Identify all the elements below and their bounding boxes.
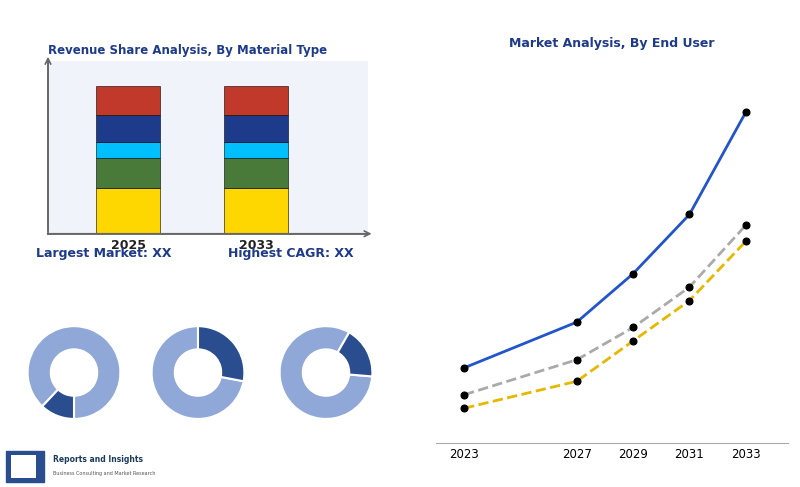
Bar bbox=[96, 115, 160, 142]
Wedge shape bbox=[280, 326, 372, 419]
Wedge shape bbox=[42, 390, 74, 419]
FancyBboxPatch shape bbox=[11, 455, 36, 478]
Title: Market Analysis, By End User: Market Analysis, By End User bbox=[510, 37, 714, 50]
Text: Largest Market: XX: Largest Market: XX bbox=[36, 247, 171, 260]
Text: Business Consulting and Market Research: Business Consulting and Market Research bbox=[54, 471, 156, 476]
Wedge shape bbox=[152, 326, 243, 419]
Bar bbox=[224, 158, 288, 187]
Wedge shape bbox=[28, 326, 120, 419]
Bar bbox=[224, 187, 288, 234]
Text: Reports and Insights: Reports and Insights bbox=[54, 455, 143, 464]
FancyBboxPatch shape bbox=[6, 451, 45, 482]
Text: Highest CAGR: XX: Highest CAGR: XX bbox=[228, 247, 354, 260]
Bar bbox=[96, 142, 160, 158]
Wedge shape bbox=[198, 326, 244, 381]
Bar bbox=[224, 115, 288, 142]
Text: GLOBAL ELECTRONIC THERMAL MANAGEMENT MARKET SEGMENT ANALYSIS: GLOBAL ELECTRONIC THERMAL MANAGEMENT MAR… bbox=[10, 19, 512, 32]
Bar bbox=[96, 187, 160, 234]
Bar bbox=[96, 86, 160, 115]
Bar bbox=[96, 158, 160, 187]
Text: Revenue Share Analysis, By Material Type: Revenue Share Analysis, By Material Type bbox=[48, 44, 327, 57]
Bar bbox=[224, 142, 288, 158]
Wedge shape bbox=[338, 332, 372, 376]
Bar bbox=[224, 86, 288, 115]
